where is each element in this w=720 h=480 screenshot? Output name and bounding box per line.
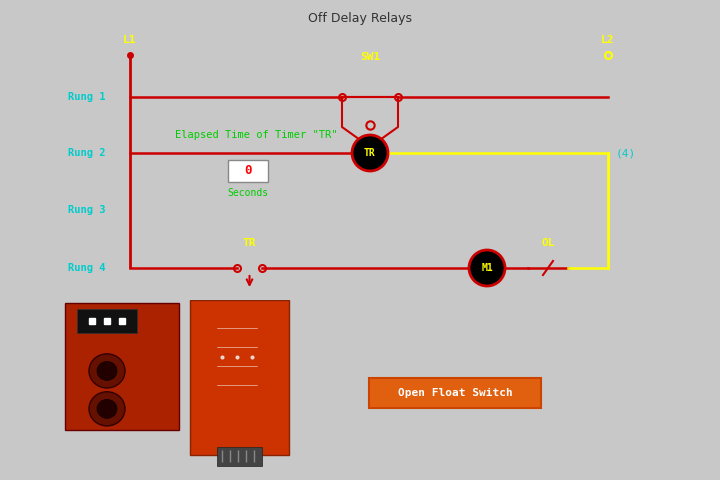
Circle shape — [97, 399, 117, 418]
Text: M1: M1 — [481, 263, 493, 273]
Text: TR: TR — [243, 238, 256, 248]
FancyBboxPatch shape — [65, 303, 179, 430]
Text: Seconds: Seconds — [228, 188, 269, 198]
Text: Rung 1: Rung 1 — [68, 92, 106, 102]
Circle shape — [469, 250, 505, 286]
Circle shape — [97, 361, 117, 380]
Text: SW1: SW1 — [360, 52, 380, 62]
Text: OL: OL — [541, 238, 554, 248]
FancyBboxPatch shape — [190, 300, 289, 456]
Text: Open Float Switch: Open Float Switch — [397, 388, 513, 398]
Text: Elapsed Time of Timer "TR": Elapsed Time of Timer "TR" — [175, 130, 338, 140]
Text: 0: 0 — [244, 165, 252, 178]
Text: Rung 2: Rung 2 — [68, 148, 106, 158]
Text: (4): (4) — [616, 148, 636, 158]
Circle shape — [89, 392, 125, 426]
Text: L2: L2 — [601, 35, 615, 45]
Bar — [228, 160, 268, 182]
Bar — [217, 447, 262, 466]
Text: Off Delay Relays: Off Delay Relays — [308, 12, 412, 25]
FancyBboxPatch shape — [369, 378, 541, 408]
Text: L1: L1 — [123, 35, 137, 45]
Text: Rung 4: Rung 4 — [68, 263, 106, 273]
Text: Rung 3: Rung 3 — [68, 205, 106, 215]
Circle shape — [352, 135, 388, 171]
Text: TR: TR — [364, 148, 376, 158]
Bar — [77, 309, 137, 333]
Circle shape — [89, 354, 125, 388]
